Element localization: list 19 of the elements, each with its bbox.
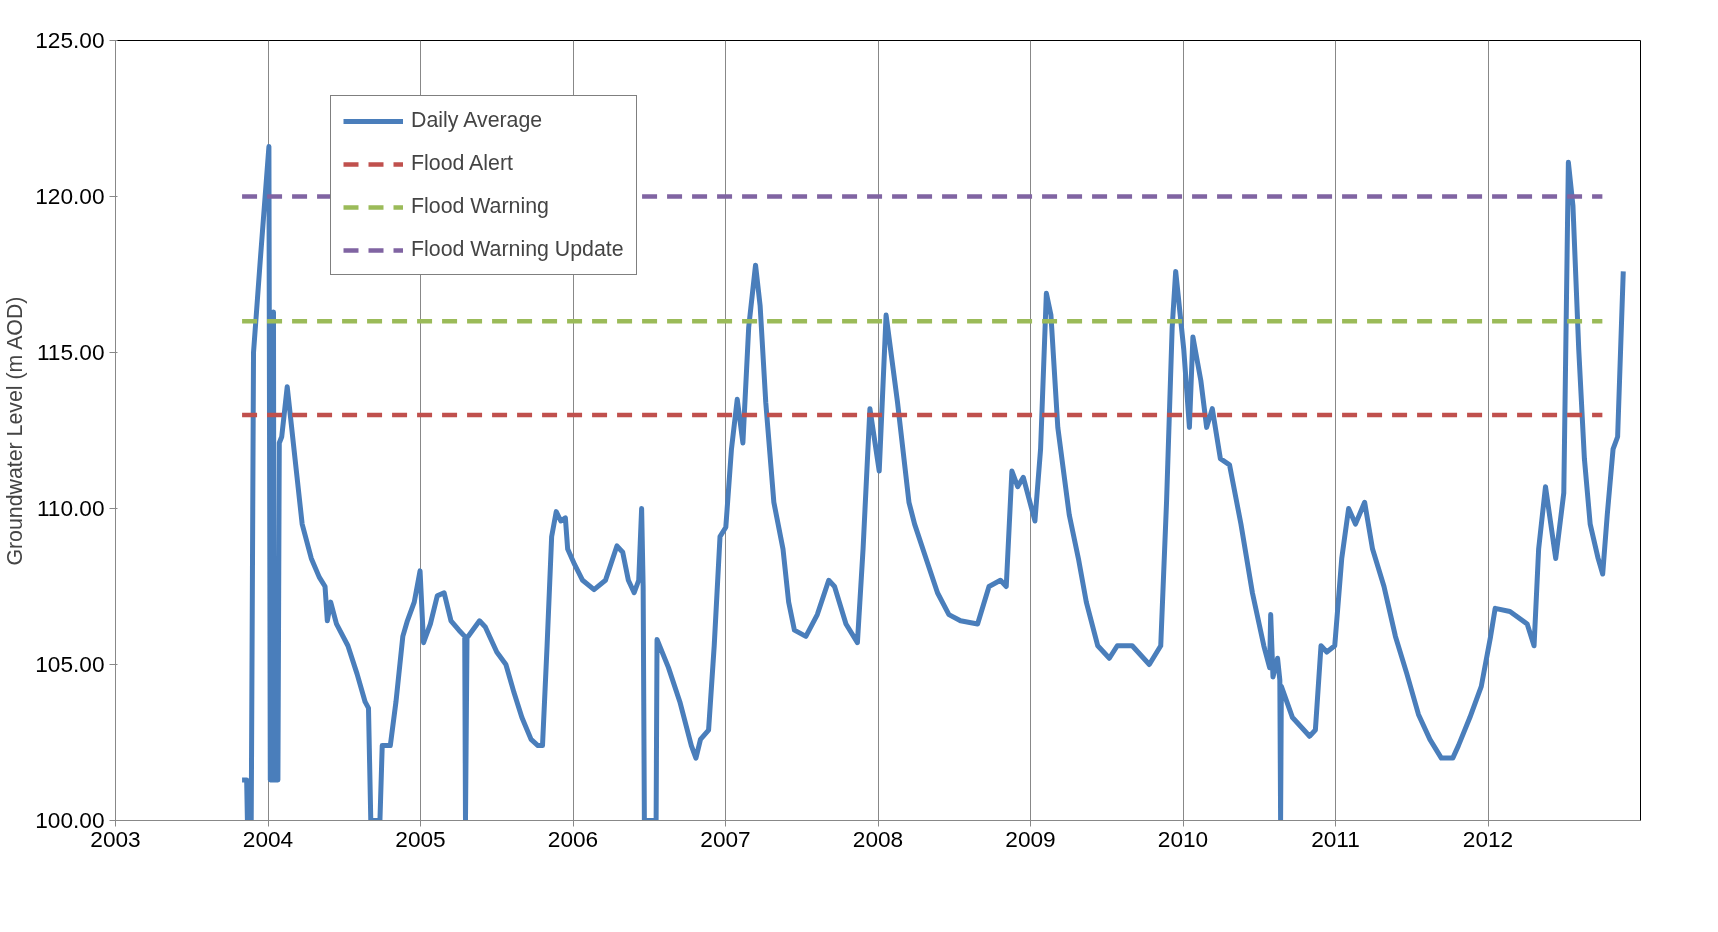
y-tick-label: 110.00 xyxy=(36,495,105,521)
x-tick-label: 2005 xyxy=(395,825,446,852)
x-tick-label: 2007 xyxy=(700,825,751,852)
y-tick-label: 125.00 xyxy=(35,27,105,53)
x-tick-label: 2004 xyxy=(242,825,294,852)
y-axis-title: Groundwater Level (m AOD) xyxy=(3,296,28,566)
y-tick-label: 105.00 xyxy=(35,651,105,677)
x-tick-label: 2009 xyxy=(1005,825,1056,852)
legend-label: Daily Average xyxy=(411,108,543,133)
legend-label: Flood Alert xyxy=(411,151,513,176)
y-tick-label: 115.00 xyxy=(36,339,105,365)
legend-label: Flood Warning Update xyxy=(411,237,624,262)
x-tick-label: 2011 xyxy=(1311,825,1360,852)
legend-label: Flood Warning xyxy=(411,194,549,219)
x-tick-label: 2012 xyxy=(1462,825,1514,852)
x-tick-label: 2010 xyxy=(1157,825,1209,852)
y-tick-label: 120.00 xyxy=(35,183,105,209)
x-tick-label: 2006 xyxy=(547,825,599,852)
x-tick-label: 2008 xyxy=(852,825,904,852)
